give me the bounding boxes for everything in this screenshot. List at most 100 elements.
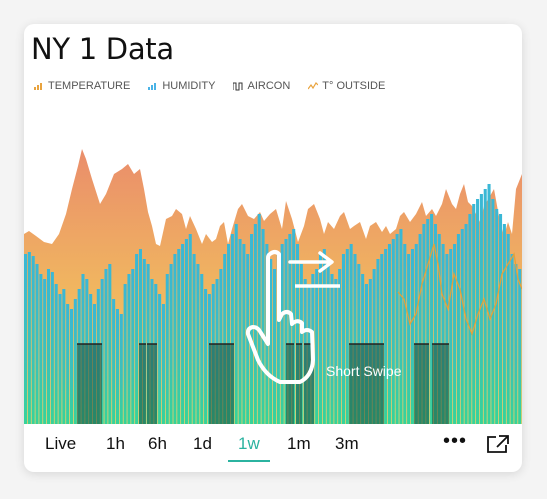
humidity-bar [483, 189, 487, 424]
humidity-bar [292, 229, 296, 424]
humidity-bar [456, 234, 460, 424]
humidity-bar [131, 269, 135, 424]
humidity-bar [479, 194, 483, 424]
humidity-bar [62, 289, 66, 424]
humidity-bar [177, 249, 181, 424]
humidity-bar [476, 199, 480, 424]
tab-1d[interactable]: 1d [193, 434, 212, 453]
humidity-bar [73, 299, 77, 424]
humidity-bar [181, 244, 185, 424]
humidity-bar [334, 279, 338, 424]
tab-6h[interactable]: 6h [148, 434, 167, 453]
humidity-bar [518, 269, 522, 424]
humidity-bar [391, 239, 395, 424]
humidity-bar [200, 274, 204, 424]
chart-card: NY 1 Data TEMPERATURE HUMIDITY AIRCON T°… [24, 24, 522, 472]
aircon-on-period [139, 344, 146, 424]
humidity-bar [234, 224, 238, 424]
humidity-bar [341, 254, 346, 424]
legend-item-temperature[interactable]: TEMPERATURE [34, 80, 130, 92]
humidity-bar [223, 254, 227, 424]
tab-1m[interactable]: 1m [287, 434, 311, 453]
humidity-bar [58, 294, 62, 424]
humidity-bar [104, 269, 108, 424]
humidity-bar [115, 309, 119, 424]
humidity-bar [487, 184, 491, 424]
humidity-bar [161, 304, 165, 424]
more-dots-icon[interactable]: ••• [443, 430, 468, 452]
humidity-bar [403, 244, 407, 424]
humidity-bar [119, 314, 123, 424]
humidity-bar [142, 259, 146, 424]
page-title: NY 1 Data [31, 32, 174, 66]
swipe-hand-icon [245, 250, 340, 384]
humidity-bar [338, 269, 342, 424]
outside-temp-line [397, 243, 522, 336]
humidity-bar [395, 234, 399, 424]
humidity-bar [227, 244, 231, 424]
history-chart[interactable] [24, 104, 522, 424]
humidity-bar [169, 264, 173, 424]
humidity-bar [468, 214, 472, 424]
humidity-bar [399, 229, 403, 424]
legend: TEMPERATURE HUMIDITY AIRCON T° OUTSIDE [34, 80, 403, 92]
humidity-bar [269, 259, 273, 424]
expand-icon[interactable] [486, 434, 510, 454]
line-chart-icon [308, 81, 319, 89]
step-line-icon [233, 82, 243, 90]
humidity-bar [261, 229, 265, 424]
humidity-bar [380, 254, 384, 424]
humidity-bar [246, 254, 250, 424]
humidity-bar [345, 249, 349, 424]
humidity-bar [349, 244, 353, 424]
humidity-bar [50, 272, 54, 424]
legend-label: AIRCON [247, 80, 291, 92]
humidity-bar [46, 269, 51, 424]
aircon-on-period [432, 344, 449, 424]
humidity-bar [376, 259, 380, 424]
humidity-bar [430, 214, 434, 424]
humidity-bar [330, 274, 334, 424]
humidity-bar [35, 264, 39, 424]
humidity-bar [138, 249, 142, 424]
legend-label: HUMIDITY [162, 80, 216, 92]
humidity-bar [387, 244, 391, 424]
humidity-bar [238, 239, 242, 424]
humidity-bar [204, 289, 208, 424]
humidity-bar [506, 234, 510, 424]
humidity-bar [112, 299, 116, 424]
tab-live[interactable]: Live [45, 434, 77, 453]
humidity-bar [449, 249, 453, 424]
humidity-bar [273, 269, 277, 424]
tab-1w[interactable]: 1w [238, 434, 260, 453]
legend-item-outside-temp[interactable]: T° OUTSIDE [308, 80, 385, 92]
humidity-bar [315, 269, 319, 424]
humidity-bar [27, 252, 31, 424]
humidity-bar [188, 234, 192, 424]
humidity-bar [464, 224, 468, 424]
humidity-bar [441, 244, 445, 424]
humidity-bar [418, 234, 422, 424]
humidity-bar [410, 249, 414, 424]
legend-item-humidity[interactable]: HUMIDITY [148, 80, 215, 92]
legend-label: TEMPERATURE [48, 80, 131, 92]
humidity-bar [39, 274, 43, 424]
humidity-bar [326, 264, 330, 424]
bar-chart-icon [34, 83, 42, 90]
aircon-on-period [349, 344, 384, 424]
legend-item-aircon[interactable]: AIRCON [233, 80, 290, 92]
active-tab-indicator [228, 460, 270, 462]
tab-3m[interactable]: 3m [335, 434, 359, 453]
humidity-bar [353, 254, 357, 424]
humidity-bar [158, 294, 162, 424]
humidity-bar [318, 254, 323, 424]
humidity-bar [69, 309, 74, 424]
humidity-bar [184, 239, 188, 424]
swipe-arrow-icon [288, 251, 334, 273]
humidity-bar [510, 254, 514, 424]
humidity-bar [127, 274, 131, 424]
humidity-bar [165, 274, 169, 424]
humidity-bar [280, 244, 284, 424]
humidity-bar [31, 256, 35, 424]
tab-1h[interactable]: 1h [106, 434, 125, 453]
